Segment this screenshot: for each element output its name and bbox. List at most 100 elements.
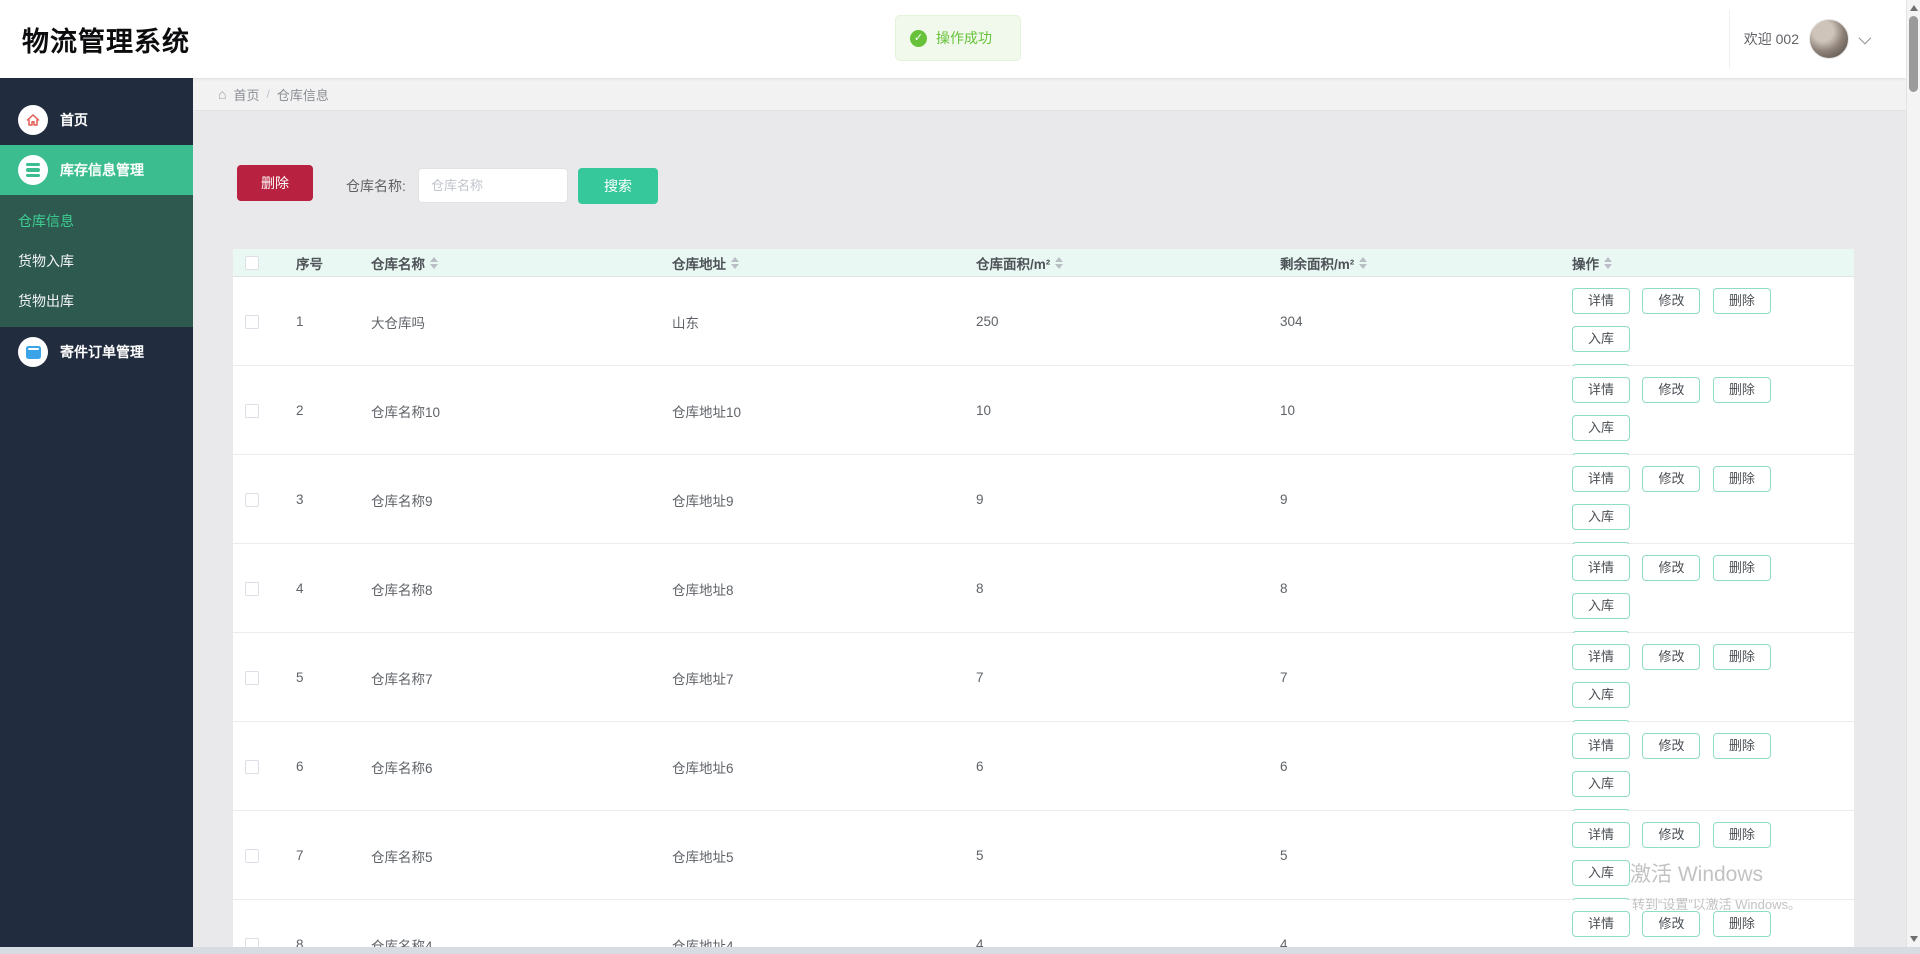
delete-row-button[interactable]: 删除 [1712, 466, 1771, 492]
cell-index: 4 [296, 581, 304, 596]
search-button[interactable]: 搜索 [578, 168, 658, 204]
detail-button[interactable]: 详情 [1572, 555, 1630, 581]
welcome-text: 欢迎 002 [1743, 31, 1799, 47]
column-header-area[interactable]: 仓库面积/m² [976, 249, 1064, 277]
inbound-button[interactable]: 入库 [1572, 860, 1630, 886]
header-divider [1729, 10, 1730, 68]
list-icon [18, 155, 48, 185]
sort-icon[interactable] [430, 257, 438, 269]
sort-icon[interactable] [1604, 257, 1612, 269]
edit-button[interactable]: 修改 [1642, 733, 1701, 759]
row-checkbox[interactable] [245, 314, 259, 329]
breadcrumb-home-icon: ⌂ [218, 86, 227, 102]
detail-button[interactable]: 详情 [1572, 288, 1630, 314]
cell-remaining-area: 6 [1280, 759, 1288, 774]
cell-warehouse-area: 10 [976, 403, 992, 418]
delete-row-button[interactable]: 删除 [1712, 911, 1771, 937]
cell-warehouse-name: 仓库名称10 [371, 404, 441, 420]
table-row: 6 仓库名称6 仓库地址6 6 6 详情 修改 删除 入库 出库 [233, 722, 1854, 835]
delete-button[interactable]: 删除 [237, 165, 313, 201]
delete-row-button[interactable]: 删除 [1712, 733, 1771, 759]
cell-warehouse-area: 250 [976, 314, 999, 329]
sidebar-item-shipping-orders[interactable]: 寄件订单管理 [0, 327, 193, 377]
cell-warehouse-name: 仓库名称5 [371, 849, 433, 865]
inbound-button[interactable]: 入库 [1572, 326, 1630, 352]
scroll-down-icon[interactable] [1910, 936, 1918, 942]
cell-warehouse-name: 仓库名称4 [371, 938, 433, 954]
table-row: 7 仓库名称5 仓库地址5 5 5 详情 修改 删除 入库 出库 [233, 811, 1854, 924]
breadcrumb-separator: / [266, 87, 270, 101]
detail-button[interactable]: 详情 [1572, 466, 1630, 492]
row-checkbox[interactable] [245, 403, 259, 418]
edit-button[interactable]: 修改 [1642, 822, 1701, 848]
cell-warehouse-address: 仓库地址4 [672, 938, 734, 954]
scrollbar-thumb[interactable] [1909, 16, 1918, 92]
table-row: 5 仓库名称7 仓库地址7 7 7 详情 修改 删除 入库 出库 [233, 633, 1854, 746]
user-menu[interactable]: 欢迎 002 [1743, 0, 1872, 78]
sort-icon[interactable] [731, 257, 739, 269]
edit-button[interactable]: 修改 [1642, 644, 1701, 670]
check-circle-icon: ✓ [910, 29, 927, 47]
inbound-button[interactable]: 入库 [1572, 771, 1630, 797]
delete-row-button[interactable]: 删除 [1712, 288, 1771, 314]
cell-remaining-area: 8 [1280, 581, 1288, 596]
delete-row-button[interactable]: 删除 [1712, 377, 1771, 403]
detail-button[interactable]: 详情 [1572, 733, 1630, 759]
cell-warehouse-address: 仓库地址7 [672, 671, 734, 687]
sort-icon[interactable] [1359, 257, 1368, 269]
warehouse-table: 序号 仓库名称 仓库地址 仓库面积/m² 剩余面积/m² 操作 [233, 249, 1854, 954]
row-checkbox[interactable] [245, 581, 259, 596]
detail-button[interactable]: 详情 [1572, 644, 1630, 670]
sidebar-item-label: 首页 [60, 112, 88, 128]
avatar[interactable] [1809, 19, 1849, 59]
sidebar-item-goods-outbound[interactable]: 货物出库 [18, 293, 74, 309]
row-checkbox[interactable] [245, 759, 259, 774]
inbound-button[interactable]: 入库 [1572, 415, 1630, 441]
inbound-button[interactable]: 入库 [1572, 593, 1630, 619]
detail-button[interactable]: 详情 [1572, 377, 1630, 403]
inbound-button[interactable]: 入库 [1572, 504, 1630, 530]
cell-warehouse-name: 仓库名称8 [371, 582, 433, 598]
cell-index: 1 [296, 314, 304, 329]
breadcrumb-home[interactable]: 首页 [233, 87, 260, 103]
horizontal-scrollbar[interactable] [0, 947, 1920, 954]
column-header-name[interactable]: 仓库名称 [371, 249, 438, 277]
breadcrumb: ⌂ 首页 / 仓库信息 [193, 78, 1920, 111]
column-header-actions[interactable]: 操作 [1572, 249, 1612, 277]
row-checkbox[interactable] [245, 492, 259, 507]
delete-row-button[interactable]: 删除 [1712, 822, 1771, 848]
edit-button[interactable]: 修改 [1642, 377, 1701, 403]
inbound-button[interactable]: 入库 [1572, 682, 1630, 708]
warehouse-name-input[interactable] [418, 168, 568, 203]
sidebar-item-warehouse-info[interactable]: 仓库信息 [18, 213, 74, 229]
column-header-index[interactable]: 序号 [296, 257, 323, 272]
sidebar-item-home[interactable]: 首页 [0, 95, 193, 145]
sort-icon[interactable] [1055, 257, 1064, 269]
detail-button[interactable]: 详情 [1572, 911, 1630, 937]
cell-index: 3 [296, 492, 304, 507]
edit-button[interactable]: 修改 [1642, 555, 1701, 581]
table-row: 1 大仓库吗 山东 250 304 详情 修改 删除 入库 出库 [233, 277, 1854, 390]
cell-index: 7 [296, 848, 304, 863]
column-header-address[interactable]: 仓库地址 [672, 249, 739, 277]
delete-row-button[interactable]: 删除 [1712, 555, 1771, 581]
column-header-remaining[interactable]: 剩余面积/m² [1280, 249, 1368, 277]
chevron-down-icon[interactable] [1858, 31, 1872, 44]
edit-button[interactable]: 修改 [1642, 911, 1701, 937]
select-all-checkbox[interactable] [245, 256, 259, 270]
detail-button[interactable]: 详情 [1572, 822, 1630, 848]
toast-message: 操作成功 [936, 30, 992, 46]
sidebar-item-goods-inbound[interactable]: 货物入库 [18, 253, 74, 269]
edit-button[interactable]: 修改 [1642, 288, 1701, 314]
row-checkbox[interactable] [245, 848, 259, 863]
edit-button[interactable]: 修改 [1642, 466, 1701, 492]
row-checkbox[interactable] [245, 670, 259, 685]
cell-index: 6 [296, 759, 304, 774]
vertical-scrollbar[interactable] [1906, 0, 1920, 947]
sidebar-item-inventory-management[interactable]: 库存信息管理 [0, 145, 193, 195]
scroll-up-icon[interactable] [1910, 5, 1918, 11]
delete-row-button[interactable]: 删除 [1712, 644, 1771, 670]
sidebar-item-label: 库存信息管理 [60, 162, 144, 178]
table-body: 1 大仓库吗 山东 250 304 详情 修改 删除 入库 出库 2 仓库名称1… [233, 277, 1854, 954]
